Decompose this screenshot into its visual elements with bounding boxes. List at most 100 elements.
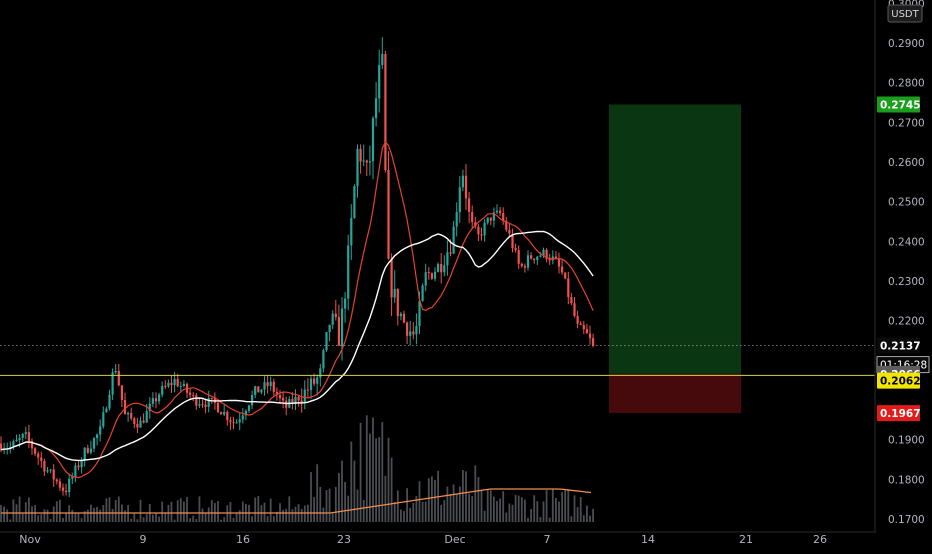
candle[interactable] xyxy=(220,411,223,415)
candle[interactable] xyxy=(154,392,158,409)
candle[interactable] xyxy=(61,483,65,496)
candle[interactable] xyxy=(297,395,300,407)
candle[interactable] xyxy=(306,378,309,398)
candle[interactable] xyxy=(192,392,195,402)
candle[interactable] xyxy=(272,378,275,396)
candle[interactable] xyxy=(158,392,161,405)
candle[interactable] xyxy=(216,401,220,413)
candle[interactable] xyxy=(99,419,102,442)
candle[interactable] xyxy=(114,363,117,375)
candle[interactable] xyxy=(396,288,399,326)
candle[interactable] xyxy=(440,253,443,284)
candle[interactable] xyxy=(241,408,244,424)
candle[interactable] xyxy=(554,251,557,260)
candle[interactable] xyxy=(474,216,477,229)
candle[interactable] xyxy=(573,297,576,318)
candle[interactable] xyxy=(269,376,272,391)
candle[interactable] xyxy=(399,311,402,321)
candle[interactable] xyxy=(34,447,37,456)
candle[interactable] xyxy=(495,204,499,215)
candle[interactable] xyxy=(139,416,142,428)
candle[interactable] xyxy=(130,407,133,421)
candle[interactable] xyxy=(539,251,542,258)
candle[interactable] xyxy=(514,243,517,253)
candle[interactable] xyxy=(300,388,303,413)
candle[interactable] xyxy=(52,464,55,487)
candle[interactable] xyxy=(133,416,136,429)
candle[interactable] xyxy=(588,325,592,345)
candle[interactable] xyxy=(247,404,251,413)
candle[interactable] xyxy=(378,49,381,113)
candle[interactable] xyxy=(427,267,430,280)
candle[interactable] xyxy=(371,116,375,180)
candle[interactable] xyxy=(86,444,89,454)
candle[interactable] xyxy=(334,299,337,321)
candle[interactable] xyxy=(570,292,573,306)
candle[interactable] xyxy=(185,382,189,398)
candle[interactable] xyxy=(176,373,179,388)
candle[interactable] xyxy=(27,424,30,449)
candle[interactable] xyxy=(322,348,325,373)
candle[interactable] xyxy=(201,399,204,408)
candle[interactable] xyxy=(471,205,474,229)
candle[interactable] xyxy=(254,385,257,399)
candle[interactable] xyxy=(46,466,49,474)
candle[interactable] xyxy=(406,321,409,345)
profit-zone[interactable] xyxy=(609,104,741,374)
candle[interactable] xyxy=(161,381,164,398)
candle[interactable] xyxy=(526,250,530,271)
candle[interactable] xyxy=(136,417,139,434)
candle[interactable] xyxy=(437,262,440,273)
candle[interactable] xyxy=(294,389,297,411)
candle[interactable] xyxy=(365,159,368,177)
candle[interactable] xyxy=(499,206,502,217)
candle[interactable] xyxy=(266,375,269,394)
candle[interactable] xyxy=(49,468,52,474)
candle[interactable] xyxy=(452,220,455,255)
candle[interactable] xyxy=(486,217,489,225)
candle[interactable] xyxy=(257,386,260,393)
candle[interactable] xyxy=(148,397,151,419)
candle[interactable] xyxy=(464,164,468,210)
candle[interactable] xyxy=(561,258,564,275)
candle[interactable] xyxy=(226,410,229,426)
candle[interactable] xyxy=(359,144,362,174)
candle[interactable] xyxy=(489,217,492,226)
candle[interactable] xyxy=(492,207,495,228)
candle[interactable] xyxy=(127,411,130,422)
candle[interactable] xyxy=(198,398,201,408)
candle[interactable] xyxy=(548,254,551,265)
candle[interactable] xyxy=(368,145,371,176)
candle[interactable] xyxy=(123,392,127,415)
candle[interactable] xyxy=(353,184,356,219)
candle[interactable] xyxy=(409,320,412,346)
candle[interactable] xyxy=(480,227,483,241)
quote-unit-badge[interactable] xyxy=(887,4,923,23)
candle[interactable] xyxy=(356,144,359,198)
target-price-tag[interactable]: 0.2745 xyxy=(877,96,921,113)
candle[interactable] xyxy=(96,433,99,446)
candle[interactable] xyxy=(89,440,92,455)
candle[interactable] xyxy=(461,169,464,192)
candle[interactable] xyxy=(21,433,24,442)
candle[interactable] xyxy=(582,320,585,335)
candle[interactable] xyxy=(24,426,27,440)
candle[interactable] xyxy=(15,434,18,442)
candle[interactable] xyxy=(433,267,437,282)
candle[interactable] xyxy=(384,50,387,173)
candle[interactable] xyxy=(505,216,508,232)
candle[interactable] xyxy=(288,396,291,409)
candle[interactable] xyxy=(585,323,588,334)
candle[interactable] xyxy=(511,228,514,253)
candle[interactable] xyxy=(164,380,167,390)
candle[interactable] xyxy=(263,376,266,396)
candle[interactable] xyxy=(381,37,384,69)
candle[interactable] xyxy=(502,207,505,225)
candle[interactable] xyxy=(446,240,449,276)
candle[interactable] xyxy=(390,253,393,316)
candle[interactable] xyxy=(576,310,579,329)
candle[interactable] xyxy=(223,404,226,416)
candle[interactable] xyxy=(592,333,595,348)
